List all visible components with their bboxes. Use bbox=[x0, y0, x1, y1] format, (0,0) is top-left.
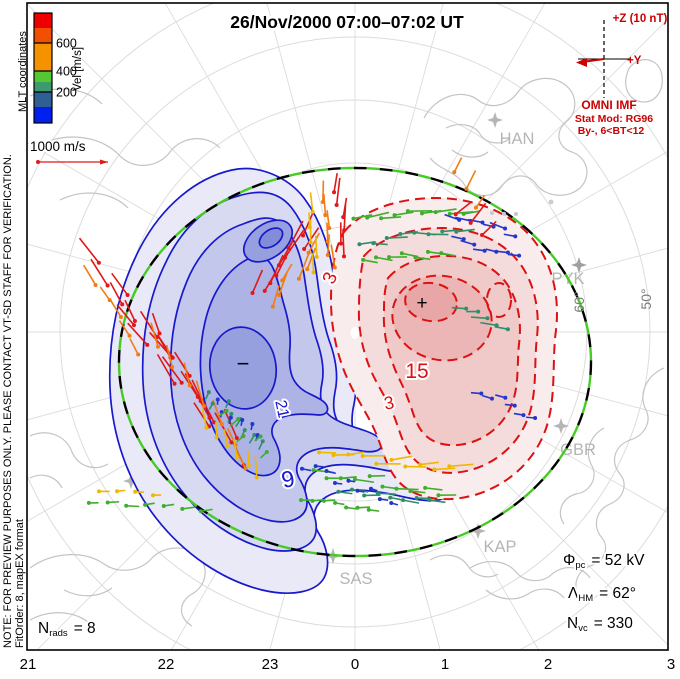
imf-source-label: OMNI IMF bbox=[581, 98, 636, 112]
preview-note: NOTE: FOR PREVIEW PURPOSES ONLY. PLEASE … bbox=[2, 154, 14, 648]
imf-y-label: +Y bbox=[627, 55, 642, 67]
pole-marker bbox=[351, 327, 360, 339]
mlt-tick-21: 21 bbox=[20, 656, 37, 673]
imf-dial: +Z (10 nT) +Y OMNI IMF Stat Mod: RG96 By… bbox=[575, 13, 668, 137]
imf-z-label: +Z (10 nT) bbox=[613, 13, 668, 25]
lat-label-50: 50° bbox=[638, 288, 654, 309]
mlt-axis: 21 22 23 0 1 2 3 bbox=[20, 656, 676, 673]
lat-label-60: 60° bbox=[571, 291, 587, 312]
station-label-kap: KAP bbox=[483, 538, 516, 556]
station-label-sas: SAS bbox=[339, 570, 372, 588]
reference-vector: 1000 m/s bbox=[30, 139, 108, 165]
stat-phi-pc: Φpc= 52 kV bbox=[563, 552, 645, 571]
mlt-tick-0: 0 bbox=[351, 656, 359, 673]
potential-min-minus-sign: − bbox=[237, 351, 250, 376]
stat-nvc: Nvc= 330 bbox=[567, 615, 633, 634]
contour-label-pos-15: 15 bbox=[405, 360, 428, 383]
mlt-tick-1: 1 bbox=[441, 656, 449, 673]
station-marker-icon bbox=[487, 112, 503, 128]
plot-title: 26/Nov/2000 07:00–07:02 UT bbox=[230, 12, 464, 32]
stat-lambda-hm: ΛHM= 62° bbox=[568, 585, 636, 604]
fit-order-note: FitOrder: 8, mapEX format bbox=[14, 519, 26, 648]
stat-nrads: Nrads= 8 bbox=[38, 620, 96, 639]
potential-max-plus-sign: + bbox=[416, 293, 427, 314]
faint-data-dot bbox=[549, 200, 554, 205]
mlt-tick-22: 22 bbox=[158, 656, 175, 673]
station-label-han: HAN bbox=[500, 130, 535, 148]
contour-label-neg-21: 21 bbox=[271, 399, 291, 420]
imf-bin-label: By-, 6<BT<12 bbox=[578, 125, 645, 137]
mlt-tick-3: 3 bbox=[667, 656, 675, 673]
reference-vector-label: 1000 m/s bbox=[30, 139, 86, 154]
mlt-tick-2: 2 bbox=[544, 656, 552, 673]
side-notes: NOTE: FOR PREVIEW PURPOSES ONLY. PLEASE … bbox=[2, 31, 29, 648]
map-statistics: Nrads= 8 Φpc= 52 kV ΛHM= 62° Nvc= 330 bbox=[38, 552, 645, 639]
station-marker-icon bbox=[553, 418, 569, 434]
imf-model-label: Stat Mod: RG96 bbox=[575, 113, 653, 125]
latitude-labels: 60° 50° bbox=[571, 288, 654, 312]
reference-vector-arrowhead-icon bbox=[100, 160, 108, 165]
mlt-tick-23: 23 bbox=[262, 656, 279, 673]
colorbar-label: Vel [m/s] bbox=[72, 47, 84, 91]
